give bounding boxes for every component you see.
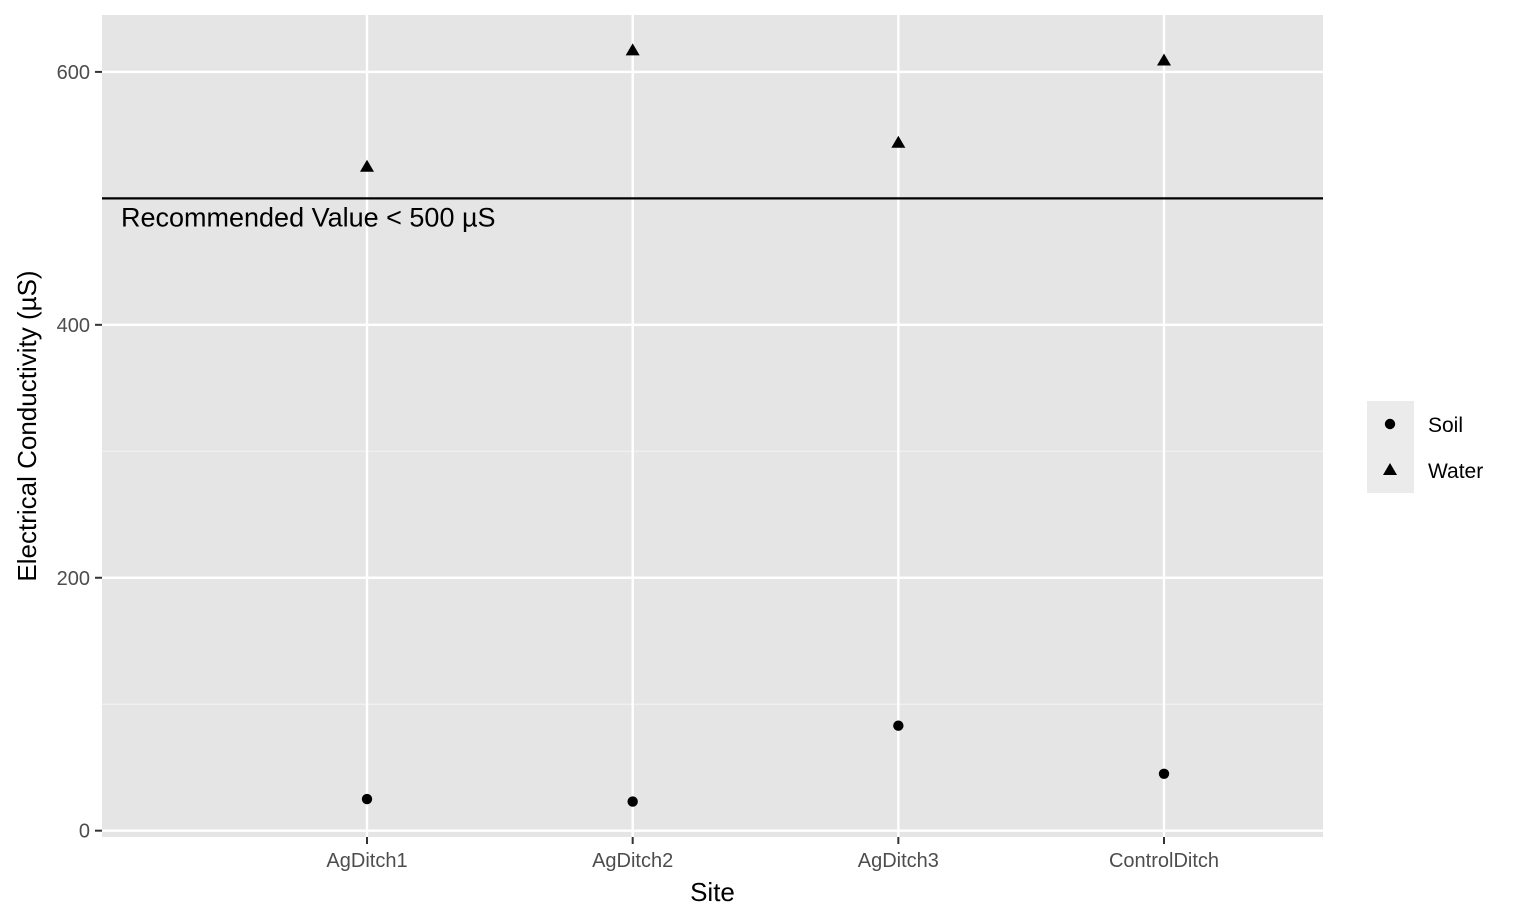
x-axis-title: Site	[690, 877, 735, 907]
y-tick-label: 0	[79, 821, 90, 843]
soil-point	[893, 720, 904, 731]
soil-point	[1158, 768, 1170, 779]
plot-panel	[102, 15, 1323, 837]
y-tick-label: 600	[57, 62, 90, 84]
legend: Soil Water	[1367, 401, 1483, 493]
water-point	[891, 135, 906, 148]
y-tick-label: 200	[57, 568, 90, 590]
legend-label: Soil	[1428, 414, 1463, 437]
soil-point	[361, 793, 373, 805]
reference-line-group: Recommended Value < 500 µS	[102, 197, 1323, 232]
water-point	[625, 43, 640, 56]
legend-water-marker	[1383, 463, 1397, 475]
legend-label: Water	[1428, 460, 1483, 483]
x-axis: AgDitch1 AgDitch2 AgDitch3 ControlDitch	[326, 837, 1219, 872]
x-tick-label: AgDitch2	[592, 850, 673, 872]
water-point	[360, 159, 374, 172]
x-tick-label: AgDitch1	[326, 850, 407, 872]
y-axis: 0 200 400 600	[57, 62, 102, 843]
data-points	[360, 43, 1172, 807]
legend-key-background	[1367, 401, 1414, 493]
x-tick-label: ControlDitch	[1109, 850, 1219, 872]
y-axis-title: Electrical Conductivity (µS)	[12, 270, 42, 581]
y-tick-label: 400	[57, 315, 90, 337]
water-point	[1157, 53, 1172, 66]
soil-point	[627, 796, 638, 807]
legend-soil-marker	[1384, 418, 1396, 430]
major-gridlines	[102, 15, 1323, 837]
reference-line-label: Recommended Value < 500 µS	[121, 202, 496, 232]
x-tick-label: AgDitch3	[858, 850, 939, 872]
